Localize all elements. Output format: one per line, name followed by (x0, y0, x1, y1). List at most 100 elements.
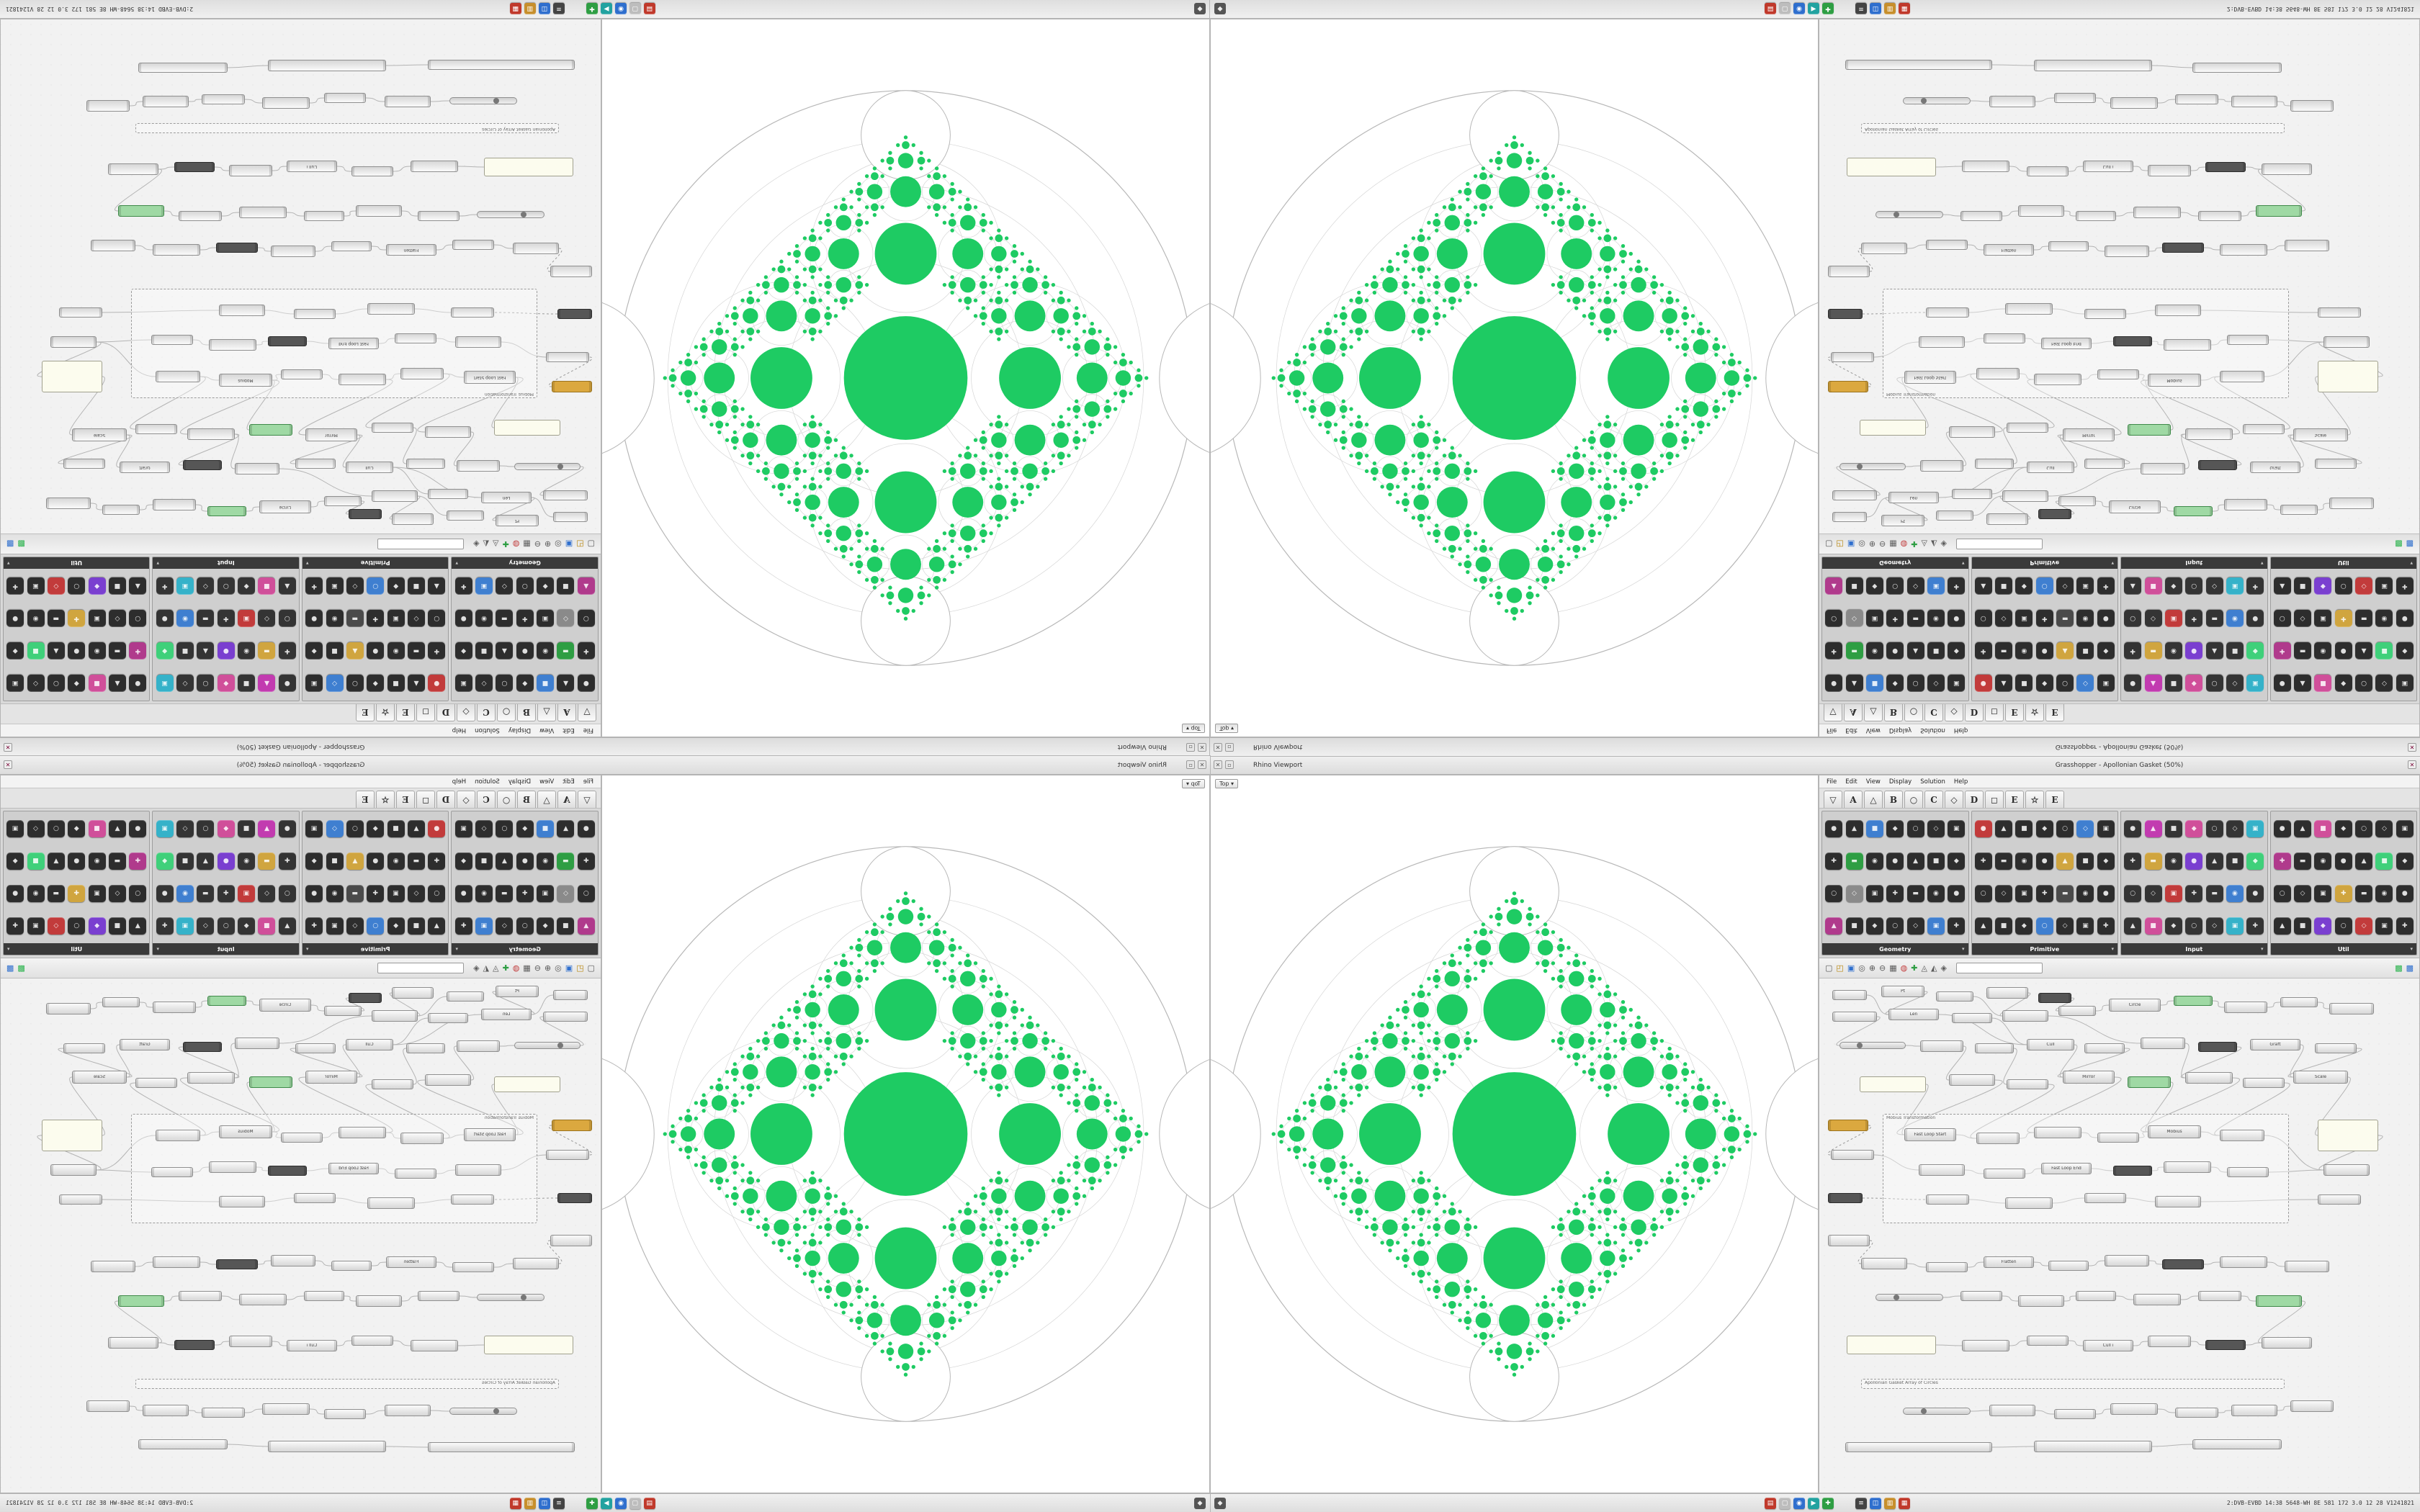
component-icon[interactable]: ▣ (238, 610, 256, 628)
component-icon[interactable]: ✚ (217, 884, 235, 902)
rhino-viewport-canvas[interactable] (1211, 19, 1818, 737)
gh-node[interactable] (2076, 211, 2116, 221)
component-icon[interactable]: ▣ (2226, 577, 2244, 595)
gh-node[interactable] (1984, 1169, 2025, 1179)
gh-node[interactable] (2038, 993, 2071, 1003)
component-icon[interactable]: ✚ (6, 917, 24, 935)
component-icon[interactable]: ▬ (1995, 642, 2013, 660)
gh-node[interactable] (546, 352, 589, 362)
component-icon[interactable]: ○ (577, 884, 595, 902)
component-icon[interactable]: ○ (1825, 610, 1843, 628)
new-file-icon[interactable]: ▢ (1825, 963, 1833, 973)
gh-node[interactable] (2185, 428, 2233, 440)
menu-help[interactable]: Help (1953, 726, 1968, 734)
component-icon[interactable]: ✚ (516, 610, 534, 628)
gh-node[interactable] (2007, 423, 2048, 433)
component-icon[interactable]: ◆ (454, 642, 472, 660)
component-icon[interactable]: ■ (2015, 674, 2033, 692)
component-icon[interactable]: ● (2035, 642, 2053, 660)
gh-tab-3[interactable]: B (1884, 704, 1903, 721)
taskbar-app-browser-icon[interactable]: ◉ (615, 3, 627, 14)
gh-node[interactable] (557, 1193, 592, 1203)
component-icon[interactable]: ✚ (454, 917, 472, 935)
component-icon[interactable]: ◇ (197, 917, 215, 935)
gh-node[interactable] (2002, 490, 2048, 502)
component-icon[interactable]: ○ (496, 674, 514, 692)
component-icon[interactable]: ◇ (2144, 610, 2162, 628)
component-icon[interactable]: ◆ (1865, 577, 1883, 595)
sketch-icon[interactable]: ◍ (512, 539, 520, 549)
taskbar-app-media-icon[interactable]: ▶ (601, 3, 612, 14)
gh-tab-6[interactable]: ◇ (457, 704, 475, 721)
gh-canvas[interactable]: Pt Len Circle Cull Graft Mirror Scale Möbius Tr… (1, 19, 601, 534)
component-icon[interactable]: ▣ (88, 610, 106, 628)
component-icon[interactable]: ✚ (68, 610, 86, 628)
component-icon[interactable]: ▲ (2124, 917, 2142, 935)
gh-group[interactable]: Apollonian Gasket Array of Circles (1861, 1379, 2285, 1389)
menu-display[interactable]: Display (1888, 726, 1912, 734)
component-icon[interactable]: ● (2097, 610, 2115, 628)
taskbar-app-terminal-icon[interactable]: ≡ (1855, 1498, 1867, 1509)
gh-node[interactable] (2105, 246, 2149, 257)
add-icon[interactable]: ✚ (1911, 539, 1918, 549)
gh-node[interactable] (395, 333, 436, 343)
gh-node[interactable] (484, 158, 573, 176)
wire-display-icon[interactable]: ◬ (1921, 539, 1927, 549)
component-icon[interactable]: ▣ (326, 917, 344, 935)
component-icon[interactable]: ▬ (2205, 884, 2223, 902)
gh-node[interactable]: Cull (2027, 1039, 2074, 1050)
component-icon[interactable]: ○ (129, 610, 147, 628)
gh-node[interactable] (187, 428, 235, 440)
component-icon[interactable]: ◇ (2076, 674, 2094, 692)
component-icon[interactable]: ▣ (1948, 820, 1966, 838)
component-icon[interactable]: ○ (1906, 674, 1924, 692)
component-icon[interactable]: ◇ (27, 674, 45, 692)
component-icon[interactable]: ▬ (2355, 884, 2373, 902)
gh-node[interactable] (2034, 1127, 2081, 1138)
palette-group-header[interactable]: Geometry ▾ (1822, 557, 1968, 569)
launcher-icon[interactable]: ◆ (1194, 1498, 1206, 1509)
gh-node[interactable] (46, 498, 91, 509)
preview-mesh-icon[interactable]: ◈ (1940, 539, 1947, 549)
gh-node[interactable] (174, 1340, 215, 1350)
gh-node[interactable] (153, 1256, 200, 1268)
component-icon[interactable]: ● (1825, 820, 1843, 838)
gh-node[interactable] (207, 996, 246, 1006)
component-icon[interactable]: ■ (326, 642, 344, 660)
component-icon[interactable]: ▣ (27, 577, 45, 595)
component-icon[interactable]: ▣ (387, 610, 405, 628)
component-icon[interactable]: ● (577, 674, 595, 692)
palette-group-header[interactable]: Geometry ▾ (452, 943, 598, 955)
component-icon[interactable]: ◆ (516, 674, 534, 692)
component-icon[interactable]: ◉ (1927, 884, 1945, 902)
component-icon[interactable]: ● (516, 642, 534, 660)
gh-node[interactable] (324, 1006, 362, 1016)
component-icon[interactable]: ● (2334, 642, 2352, 660)
gh-node[interactable]: Pt (496, 986, 539, 997)
component-icon[interactable]: ◇ (475, 820, 493, 838)
component-icon[interactable]: ✚ (2185, 610, 2203, 628)
component-icon[interactable]: ◆ (2334, 820, 2352, 838)
component-icon[interactable]: ■ (238, 674, 256, 692)
component-icon[interactable]: ▲ (2144, 820, 2162, 838)
gh-node[interactable] (153, 499, 196, 510)
gh-node[interactable] (2133, 1294, 2181, 1305)
component-icon[interactable]: ◇ (326, 820, 344, 838)
gh-node[interactable] (2113, 1166, 2152, 1176)
gh-tab-7[interactable]: D (436, 791, 455, 808)
gh-tab-11[interactable]: E (2045, 791, 2064, 808)
gh-node[interactable] (1986, 513, 2028, 525)
component-icon[interactable]: ■ (557, 917, 575, 935)
component-icon[interactable]: ◆ (1865, 917, 1883, 935)
component-icon[interactable]: ◉ (475, 610, 493, 628)
gh-node[interactable] (2148, 1336, 2191, 1347)
taskbar-app-monitor-icon[interactable]: ▦ (510, 1498, 521, 1509)
component-icon[interactable]: ○ (2035, 917, 2053, 935)
gh-node[interactable] (1832, 490, 1877, 500)
gh-node[interactable] (91, 240, 135, 251)
gh-node[interactable]: Fast Loop Start (1904, 371, 1956, 384)
component-icon[interactable]: ▣ (537, 610, 555, 628)
gh-node[interactable] (2318, 361, 2378, 392)
gh-group[interactable]: Apollonian Gasket Array of Circles (135, 123, 559, 133)
component-icon[interactable]: ▣ (2015, 610, 2033, 628)
